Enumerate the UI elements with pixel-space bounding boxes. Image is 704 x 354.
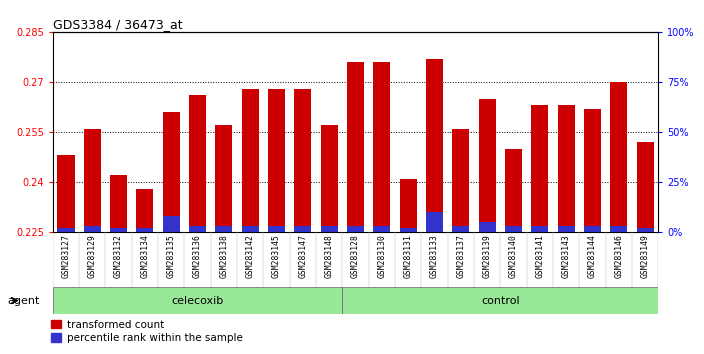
Bar [189, 95, 206, 232]
Bar [347, 62, 364, 232]
Text: GSM283128: GSM283128 [351, 235, 360, 279]
Bar [189, 226, 206, 232]
Bar [342, 287, 658, 314]
Bar [84, 129, 101, 232]
Bar [84, 226, 101, 232]
Bar [137, 228, 153, 232]
Bar [320, 226, 338, 232]
Bar [215, 226, 232, 232]
Bar [558, 105, 574, 232]
Text: GSM283142: GSM283142 [246, 235, 255, 279]
Bar [163, 216, 180, 232]
Bar [479, 222, 496, 232]
Bar [610, 226, 627, 232]
Text: GSM283129: GSM283129 [88, 235, 96, 279]
Bar [347, 226, 364, 232]
Bar [532, 226, 548, 232]
Text: GSM283133: GSM283133 [430, 235, 439, 279]
Bar [215, 125, 232, 232]
Text: GSM283145: GSM283145 [272, 235, 281, 279]
Text: GSM283136: GSM283136 [193, 235, 202, 279]
Bar [636, 228, 653, 232]
Text: GSM283140: GSM283140 [509, 235, 518, 279]
Text: GSM283134: GSM283134 [140, 235, 149, 279]
Text: GSM283143: GSM283143 [562, 235, 571, 279]
Bar [241, 226, 259, 232]
Text: GSM283148: GSM283148 [325, 235, 334, 279]
Text: GSM283132: GSM283132 [114, 235, 123, 279]
Legend: transformed count, percentile rank within the sample: transformed count, percentile rank withi… [51, 320, 242, 343]
Bar [400, 178, 417, 232]
Text: GSM283146: GSM283146 [615, 235, 623, 279]
Bar [320, 125, 338, 232]
Bar [452, 129, 470, 232]
Bar [400, 228, 417, 232]
Bar [373, 62, 391, 232]
Bar [294, 226, 311, 232]
Bar [163, 112, 180, 232]
Text: GSM283131: GSM283131 [403, 235, 413, 279]
Text: GSM283147: GSM283147 [298, 235, 308, 279]
Bar [505, 226, 522, 232]
Bar [558, 226, 574, 232]
Text: GSM283135: GSM283135 [167, 235, 176, 279]
Bar [110, 175, 127, 232]
Text: GSM283138: GSM283138 [220, 235, 228, 279]
Bar [294, 88, 311, 232]
Bar [426, 58, 443, 232]
Text: GSM283144: GSM283144 [588, 235, 597, 279]
Text: control: control [481, 296, 520, 306]
Text: agent: agent [7, 296, 39, 306]
Bar [584, 226, 601, 232]
Text: GSM283141: GSM283141 [535, 235, 544, 279]
Bar [58, 155, 75, 232]
Text: celecoxib: celecoxib [172, 296, 224, 306]
Bar [505, 149, 522, 232]
Bar [268, 88, 285, 232]
Bar [636, 142, 653, 232]
Text: GSM283139: GSM283139 [483, 235, 491, 279]
Text: GSM283130: GSM283130 [377, 235, 386, 279]
Bar [137, 189, 153, 232]
Bar [110, 228, 127, 232]
Bar [610, 82, 627, 232]
Bar [532, 105, 548, 232]
Text: GDS3384 / 36473_at: GDS3384 / 36473_at [53, 18, 182, 31]
Bar [268, 226, 285, 232]
Bar [452, 226, 470, 232]
Bar [479, 98, 496, 232]
Bar [584, 109, 601, 232]
Text: GSM283127: GSM283127 [61, 235, 70, 279]
Bar [373, 226, 391, 232]
Bar [426, 212, 443, 232]
Bar [53, 287, 342, 314]
Text: GSM283137: GSM283137 [456, 235, 465, 279]
Bar [58, 228, 75, 232]
Bar [241, 88, 259, 232]
Text: GSM283149: GSM283149 [641, 235, 650, 279]
